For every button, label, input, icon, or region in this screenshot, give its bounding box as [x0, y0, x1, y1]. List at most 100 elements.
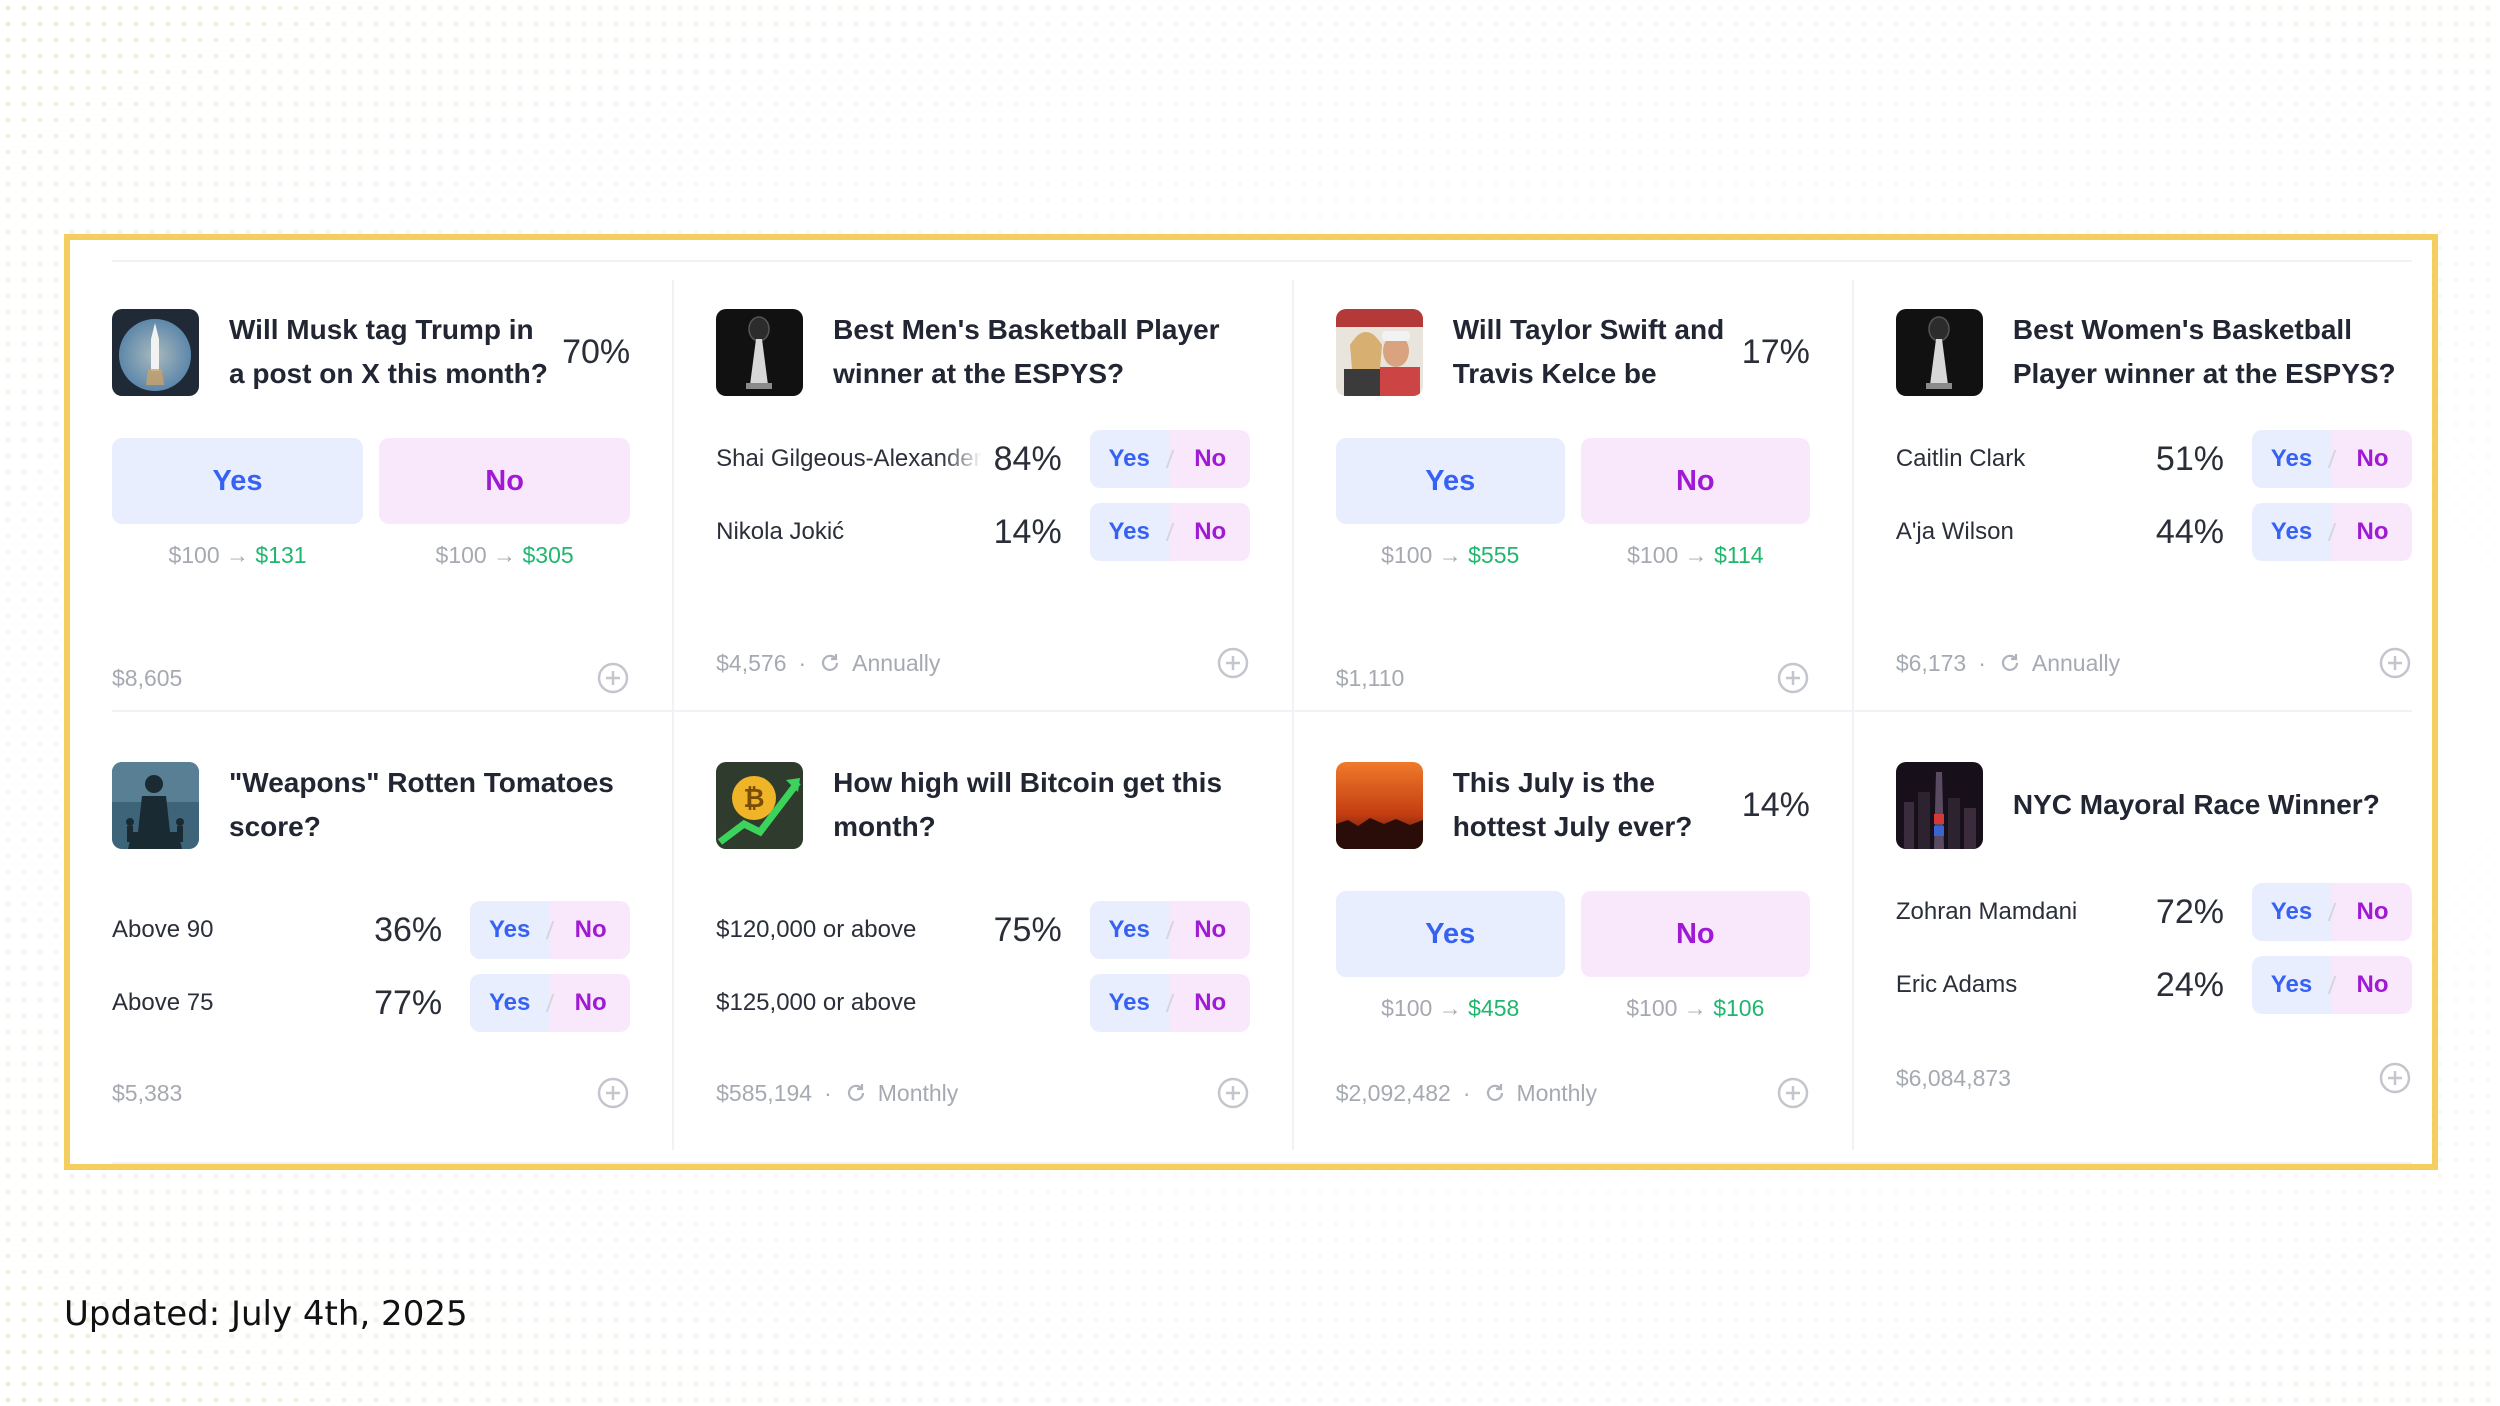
add-circle-icon[interactable]	[1216, 1076, 1250, 1110]
yes-button[interactable]: Yes	[1108, 916, 1150, 943]
volume: $6,084,873	[1895, 1064, 2011, 1091]
stake-amount: $100	[168, 542, 220, 568]
recurring-icon	[2001, 654, 2018, 671]
yes-button[interactable]: Yes	[112, 438, 364, 524]
yes-button[interactable]: Yes	[2270, 445, 2313, 472]
separator-dot: ·	[798, 649, 807, 676]
outcome-percent: 51%	[2155, 439, 2224, 478]
payout-amount: $106	[1713, 995, 1765, 1021]
yes-button[interactable]: Yes	[2270, 971, 2313, 998]
outcome-name: A'ja Wilson	[1895, 518, 2014, 545]
market-card-hottest-july[interactable]: This July is the hottest July ever? 14% …	[1291, 715, 1852, 1150]
add-circle-icon[interactable]	[596, 1076, 630, 1110]
no-button[interactable]: No	[2356, 518, 2389, 545]
yes-no-toggle: Yes No	[470, 974, 631, 1032]
recurrence-label: Annually	[2031, 649, 2121, 676]
market-card-musk-trump[interactable]: Will Musk tag Trump in a post on X this …	[112, 280, 672, 715]
outcome-row: A'ja Wilson 44% Yes No	[1896, 503, 2412, 561]
yes-button[interactable]: Yes	[1108, 445, 1150, 472]
yes-no-toggle: Yes No	[2251, 883, 2412, 941]
no-button[interactable]: No	[1194, 916, 1227, 943]
add-circle-icon[interactable]	[2378, 646, 2412, 680]
yes-button[interactable]: Yes	[1335, 891, 1565, 977]
yes-button[interactable]: Yes	[2270, 518, 2313, 545]
no-payout: $100 → $305	[435, 542, 574, 568]
no-button[interactable]: No	[574, 916, 607, 943]
market-percent: 14%	[1741, 785, 1810, 824]
market-title[interactable]: Best Men's Basketball Player winner at t…	[833, 314, 1220, 389]
market-title[interactable]: Will Taylor Swift and Travis Kelce be ma…	[1452, 314, 1725, 389]
market-title[interactable]: NYC Mayoral Race Winner?	[2012, 789, 2380, 820]
market-card-bitcoin[interactable]: ₿ How high will Bitcoin get this month? …	[672, 715, 1292, 1150]
no-button[interactable]: No	[2356, 445, 2389, 472]
outcome-name: Caitlin Clark	[1895, 445, 2026, 472]
separator-dot: ·	[1462, 1079, 1471, 1106]
outcome-row: Nikola Jokić 14% Yes No	[716, 503, 1250, 561]
outcome-row: $125,000 or above Yes No	[716, 974, 1250, 1032]
market-title[interactable]: "Weapons" Rotten Tomatoes score?	[229, 767, 614, 842]
yes-no-toggle: Yes No	[2251, 956, 2412, 1014]
add-circle-icon[interactable]	[2378, 1061, 2412, 1095]
payout-amount: $555	[1468, 542, 1520, 568]
market-percent: 70%	[562, 332, 631, 371]
market-card-womens-espys[interactable]: Best Women's Basketball Player winner at…	[1851, 280, 2412, 715]
market-card-swift-kelce[interactable]: Will Taylor Swift and Travis Kelce be ma…	[1291, 280, 1852, 715]
no-button[interactable]: No	[2356, 898, 2389, 925]
yes-button[interactable]: Yes	[1335, 438, 1565, 524]
outcome-percent: 75%	[993, 910, 1062, 949]
no-button[interactable]: No	[1194, 989, 1227, 1016]
no-payout: $100 → $106	[1626, 995, 1765, 1021]
outcome-name: Above 90	[112, 916, 214, 943]
no-button[interactable]: No	[2356, 971, 2389, 998]
stake-amount: $100	[435, 542, 487, 568]
yes-no-toggle: Yes No	[2251, 503, 2412, 561]
no-payout: $100 → $114	[1627, 542, 1764, 568]
market-title[interactable]: Will Musk tag Trump in a post on X this …	[229, 314, 548, 389]
markets-frame: Will Musk tag Trump in a post on X this …	[64, 234, 2438, 1170]
outcome-name: Zohran Mamdani	[1895, 898, 2078, 925]
volume: $1,110	[1335, 664, 1405, 691]
add-circle-icon[interactable]	[1776, 661, 1810, 695]
separator-dot: ·	[824, 1079, 832, 1106]
yes-payout: $100 → $131	[168, 542, 307, 568]
no-button[interactable]: No	[1580, 891, 1810, 977]
outcome-row: $120,000 or above 75% Yes No	[716, 901, 1250, 959]
volume: $585,194	[716, 1079, 813, 1106]
stake-amount: $100	[1626, 995, 1678, 1021]
yes-no-toggle: Yes No	[2251, 430, 2412, 488]
volume: $6,173	[1895, 649, 1967, 676]
no-button[interactable]: No	[574, 989, 607, 1016]
market-title[interactable]: This July is the hottest July ever?	[1452, 767, 1693, 842]
market-card-nyc-mayor[interactable]: NYC Mayoral Race Winner? Zohran Mamdani …	[1851, 715, 2412, 1150]
no-button[interactable]: No	[379, 438, 631, 524]
no-button[interactable]: No	[1194, 445, 1227, 472]
outcome-percent: 14%	[993, 512, 1062, 551]
market-title[interactable]: How high will Bitcoin get this month?	[833, 767, 1223, 842]
rocket-launch-thumbnail	[112, 308, 199, 396]
market-card-mens-espys[interactable]: Best Men's Basketball Player winner at t…	[672, 280, 1292, 715]
no-button[interactable]: No	[1580, 438, 1810, 524]
bitcoin-thumbnail: ₿	[716, 761, 804, 849]
divider-bottom	[112, 1162, 2412, 1164]
yes-payout: $100 → $458	[1381, 995, 1520, 1021]
outcome-percent: 24%	[2155, 965, 2224, 1004]
add-circle-icon[interactable]	[596, 661, 630, 695]
svg-text:₿: ₿	[744, 784, 765, 814]
add-circle-icon[interactable]	[1216, 646, 1250, 680]
yes-button[interactable]: Yes	[2270, 898, 2313, 925]
market-title[interactable]: Best Women's Basketball Player winner at…	[2012, 314, 2396, 389]
yes-button[interactable]: Yes	[488, 989, 531, 1016]
market-grid: Will Musk tag Trump in a post on X this …	[112, 280, 2412, 1150]
nyc-night-thumbnail	[1895, 761, 1983, 849]
yes-button[interactable]: Yes	[1108, 518, 1150, 545]
volume: $8,605	[112, 664, 183, 691]
yes-button[interactable]: Yes	[1108, 989, 1150, 1016]
stake-amount: $100	[1381, 995, 1433, 1021]
yes-button[interactable]: Yes	[488, 916, 531, 943]
add-circle-icon[interactable]	[1776, 1076, 1810, 1110]
no-button[interactable]: No	[1194, 518, 1227, 545]
yes-no-toggle: Yes No	[1089, 974, 1250, 1032]
outcome-row: Zohran Mamdani 72% Yes No	[1896, 883, 2412, 941]
market-card-weapons-rt[interactable]: "Weapons" Rotten Tomatoes score? Above 9…	[112, 715, 672, 1150]
divider-top	[112, 260, 2412, 262]
